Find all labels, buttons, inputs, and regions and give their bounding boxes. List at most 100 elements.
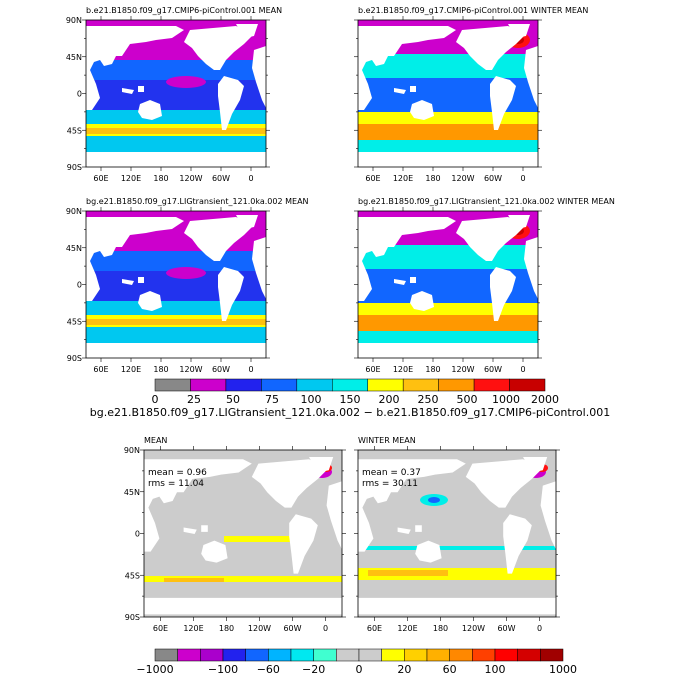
colorbar-label: 0 [356,663,363,676]
difference-title: bg.e21.B1850.f09_g17.LIGtransient_121.0k… [90,406,610,419]
lat-tick-label: 90S [67,354,82,363]
lon-tick-label: 120W [462,624,485,633]
colorbar-swatch [449,648,473,662]
colorbar-swatch [268,648,292,662]
stat-mean: mean = 0.37 [362,468,421,478]
colorbar-top: 0 25 50 75 100 150 200 250 500 1000 2000 [152,378,559,406]
lon-tick-label: 60E [365,174,380,183]
lat-tick-label: 45S [67,126,82,135]
colorbar-swatch [509,378,546,392]
colorbar-swatch [225,378,262,392]
map-area [357,19,539,168]
stat-mean: mean = 0.96 [148,468,207,478]
colorbar-swatch [332,378,368,392]
lat-tick-label: 45N [66,53,82,62]
lon-tick-label: 60W [497,624,515,633]
lon-tick-label: 120E [121,365,141,374]
colorbar-label: −20 [302,663,325,676]
colorbar-bottom: −1000 −100 −60 −20 0 20 60 100 1000 [136,648,577,676]
lon-tick-label: 60W [484,174,502,183]
lat-tick-label: 90N [66,16,82,25]
lon-tick-label: 60E [93,365,108,374]
colorbar-swatch [426,648,450,662]
colorbar-label: 20 [397,663,411,676]
lon-tick-label: 0 [537,624,542,633]
colorbar-label: 2000 [531,393,559,406]
colorbar-label: 50 [226,393,240,406]
lat-tick-label: 45S [125,571,140,580]
lat-tick-label: 90N [124,446,140,455]
map-area [85,210,267,359]
colorbar-label: 200 [379,393,400,406]
colorbar-swatch [438,378,475,392]
panel-title: bg.e21.B1850.f09_g17.LIGtransient_121.0k… [358,197,615,206]
panel-2-winter-picontrol: b.e21.B1850.f09_g17.CMIP6-piControl.001 … [357,6,588,168]
colorbar-swatch [402,378,439,392]
map-area [143,449,343,618]
lon-tick-label: 180 [153,365,168,374]
lon-tick-label: 120W [451,365,474,374]
lon-tick-label: 60E [365,365,380,374]
colorbar-label: 150 [340,393,361,406]
colorbar-swatch [404,648,428,662]
panel-3-mean-ligtransient: bg.e21.B1850.f09_g17.LIGtransient_121.0k… [85,197,309,359]
colorbar-swatch [222,648,246,662]
lon-tick-label: 60W [484,365,502,374]
colorbar-label: 0 [152,393,159,406]
colorbar-swatch [190,378,227,392]
colorbar-swatch [367,378,404,392]
lat-tick-label: 90S [67,163,82,172]
lon-tick-label: 0 [248,174,253,183]
map-area [357,210,539,359]
lon-tick-label: 60E [93,174,108,183]
colorbar-swatch [336,648,360,662]
colorbar-label: 1000 [549,663,577,676]
lon-tick-label: 120E [183,624,203,633]
lat-tick-label: 90N [66,207,82,216]
lon-tick-label: 120W [248,624,271,633]
panel-title: WINTER MEAN [358,436,416,445]
colorbar-swatch [313,648,337,662]
lat-tick-label: 45N [124,488,140,497]
lon-tick-label: 60W [212,365,230,374]
colorbar-swatch [261,378,298,392]
lat-tick-label: 45S [67,317,82,326]
lon-tick-label: 60E [153,624,168,633]
colorbar-swatch [177,648,201,662]
lon-tick-label: 120E [121,174,141,183]
panel-5-mean-difference: MEAN mean = 0.96 rms = 11.04 [143,436,343,618]
colorbar-swatch [200,648,224,662]
lat-tick-label: 0 [77,281,82,290]
map-area [85,19,267,168]
lat-tick-label: 90S [125,613,140,622]
colorbar-label: 100 [485,663,506,676]
colorbar-swatch [517,648,541,662]
colorbar-label: 25 [187,393,201,406]
lat-tick-label: 0 [135,530,140,539]
colorbar-label: 500 [457,393,478,406]
map-area [357,449,557,618]
lon-tick-label: 180 [425,365,440,374]
colorbar-swatch [296,378,333,392]
colorbar-swatch [358,648,382,662]
lon-tick-label: 120W [179,174,202,183]
panel-4-winter-ligtransient: bg.e21.B1850.f09_g17.LIGtransient_121.0k… [357,197,615,359]
lon-tick-label: 180 [433,624,448,633]
lon-tick-label: 180 [219,624,234,633]
lon-tick-label: 120E [397,624,417,633]
lat-tick-label: 45N [66,244,82,253]
lon-tick-label: 180 [425,174,440,183]
lon-tick-label: 120E [393,365,413,374]
lat-tick-label: 0 [77,90,82,99]
stat-rms: rms = 11.04 [148,479,204,489]
colorbar-swatch [154,648,178,662]
colorbar-swatch [290,648,314,662]
lon-tick-label: 120W [179,365,202,374]
colorbar-label: −1000 [136,663,173,676]
lon-tick-label: 0 [520,365,525,374]
lon-tick-label: 180 [153,174,168,183]
colorbar-swatch [245,648,269,662]
colorbar-label: 75 [265,393,279,406]
colorbar-label: 1000 [492,393,520,406]
